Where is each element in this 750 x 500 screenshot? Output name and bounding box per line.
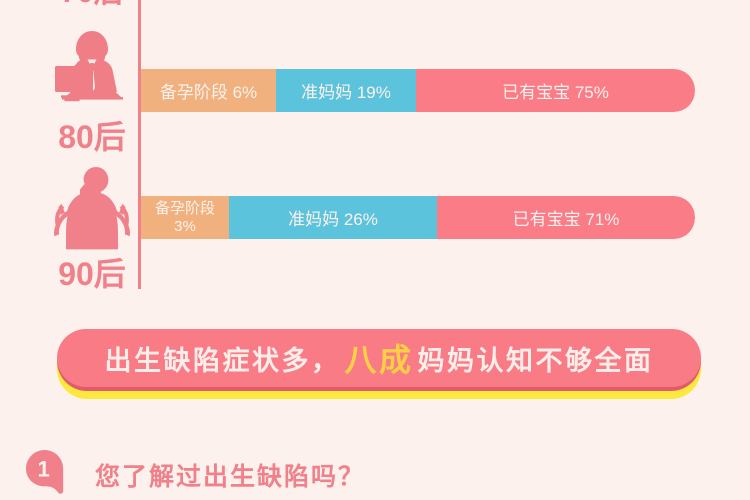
svg-text:1: 1 [38,457,50,482]
